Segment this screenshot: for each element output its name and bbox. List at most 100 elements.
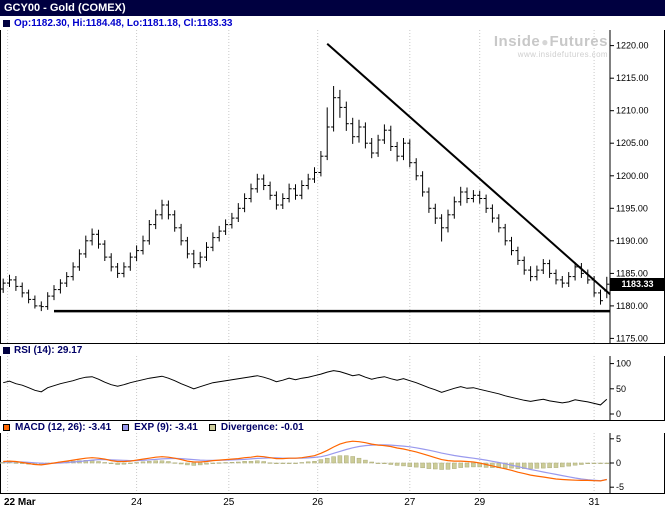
divergence-bar	[375, 462, 381, 464]
divergence-bar	[604, 462, 610, 464]
divergence-bar	[420, 462, 425, 469]
divergence-bar	[547, 462, 552, 469]
divergence-bar	[579, 462, 584, 465]
ohlc-bar	[51, 285, 57, 301]
ohlc-bar	[312, 167, 317, 183]
divergence-bar	[458, 462, 463, 468]
divergence-bar	[394, 462, 400, 466]
ohlc-bar	[286, 183, 292, 203]
divergence-bar	[598, 462, 603, 464]
divergence-bar	[388, 462, 394, 465]
ohlc-bar	[293, 184, 298, 200]
divergence-bar	[89, 460, 95, 464]
y-axis-tick-label: 1185.00	[616, 268, 648, 278]
divergence-bar	[159, 460, 165, 464]
ohlc-bar	[489, 204, 495, 223]
rsi-marker-icon	[3, 346, 10, 354]
divergence-marker-icon	[208, 423, 216, 431]
ohlc-bar	[426, 187, 432, 213]
ohlc-bar	[477, 190, 483, 204]
divergence-bar	[223, 462, 228, 464]
divergence-bar	[197, 462, 203, 466]
y-axis-tick-label: 0	[616, 409, 621, 419]
ohlc-bar	[146, 220, 152, 245]
x-axis-label: 31	[588, 497, 600, 508]
quote-marker-icon	[3, 19, 10, 27]
ohlc-bar	[267, 181, 273, 200]
divergence-bar	[216, 462, 222, 464]
ohlc-bar	[204, 242, 209, 261]
ohlc-bar	[0, 278, 6, 293]
chart-title: GCY00 - Gold (COMEX)	[4, 2, 126, 14]
divergence-bar	[356, 457, 362, 464]
ohlc-bar	[318, 151, 324, 177]
divergence-bar	[185, 462, 190, 466]
x-axis-label: 24	[131, 497, 143, 508]
divergence-bar	[267, 462, 273, 464]
divergence-bar	[121, 462, 127, 465]
divergence-bar	[166, 461, 171, 464]
price-panel: 1220.00 1215.00 1210.00 1205.00 1200.00 1195.…	[0, 30, 665, 343]
divergence-bar	[445, 462, 451, 470]
ohlc-bar	[178, 223, 184, 246]
ohlc-bar	[89, 228, 95, 246]
divergence-bar	[255, 460, 260, 464]
ohlc-bar	[432, 203, 438, 224]
divergence-bar	[324, 457, 330, 464]
y-axis-tick-label: 0	[616, 458, 621, 468]
ohlc-bar	[547, 259, 553, 278]
quote-bar: Op:1182.30, Hi:1184.48, Lo:1181.18, Cl:1…	[0, 16, 665, 30]
divergence-bar	[471, 462, 476, 468]
macd-header-label: MACD (12, 26): -3.41	[15, 421, 112, 433]
ohlc-bar	[38, 301, 44, 312]
divergence-bar	[102, 462, 108, 464]
ohlc-bar	[337, 89, 343, 118]
ohlc-bar	[483, 194, 489, 213]
y-axis-tick-label: 1175.00	[616, 333, 648, 343]
price-chart: 1220.00 1215.00 1210.00 1205.00 1200.00 1195.…	[0, 30, 649, 343]
divergence-bar	[433, 462, 438, 470]
ohlc-bar	[305, 173, 311, 190]
divergence-bar	[534, 462, 540, 469]
divergence-bar	[128, 462, 133, 464]
ohlc-bar	[439, 214, 445, 242]
ohlc-bar	[102, 240, 108, 261]
ohlc-bar	[242, 193, 248, 213]
ohlc-bar	[159, 199, 165, 220]
divergence-bar	[140, 461, 146, 464]
ohlc-bar	[362, 122, 368, 149]
ohlc-bar	[83, 235, 89, 258]
ohlc-bar	[388, 125, 394, 151]
ohlc-bar	[45, 292, 51, 310]
x-axis-label: 27	[404, 497, 416, 508]
macd-header: MACD (12, 26): -3.41 EXP (9): -3.41 Dive…	[0, 420, 665, 433]
x-axis-label: 29	[474, 497, 486, 508]
ohlc-bar	[375, 134, 381, 157]
y-axis-tick-label: 1215.00	[616, 73, 649, 83]
divergence-bar	[401, 462, 406, 467]
ohlc-bar	[559, 276, 565, 288]
ohlc-bar	[115, 263, 121, 278]
divergence-bar	[560, 462, 565, 468]
divergence-bar	[337, 455, 343, 464]
divergence-bar	[286, 462, 292, 464]
ohlc-bar	[248, 183, 254, 203]
divergence-bar	[13, 462, 19, 464]
divergence-bar	[541, 462, 546, 469]
ohlc-bar	[451, 196, 457, 219]
divergence-bar	[248, 461, 254, 464]
y-axis-tick-label: 1210.00	[616, 106, 649, 116]
ohlc-bar	[394, 141, 400, 162]
divergence-bar	[553, 462, 559, 468]
ohlc-bar	[235, 203, 241, 222]
divergence-bar	[293, 462, 298, 464]
divergence-bar	[242, 461, 247, 464]
x-axis-label: 22 Mar	[4, 497, 36, 508]
last-price-label: 1183.33	[610, 277, 665, 291]
ohlc-bar	[413, 158, 419, 181]
divergence-bar	[452, 462, 457, 469]
quote-ohlc-text: Op:1182.30, Hi:1184.48, Lo:1181.18, Cl:1…	[14, 17, 233, 29]
ohlc-bar	[324, 107, 330, 161]
ohlc-bar	[604, 276, 610, 299]
ohlc-bar	[19, 282, 25, 298]
